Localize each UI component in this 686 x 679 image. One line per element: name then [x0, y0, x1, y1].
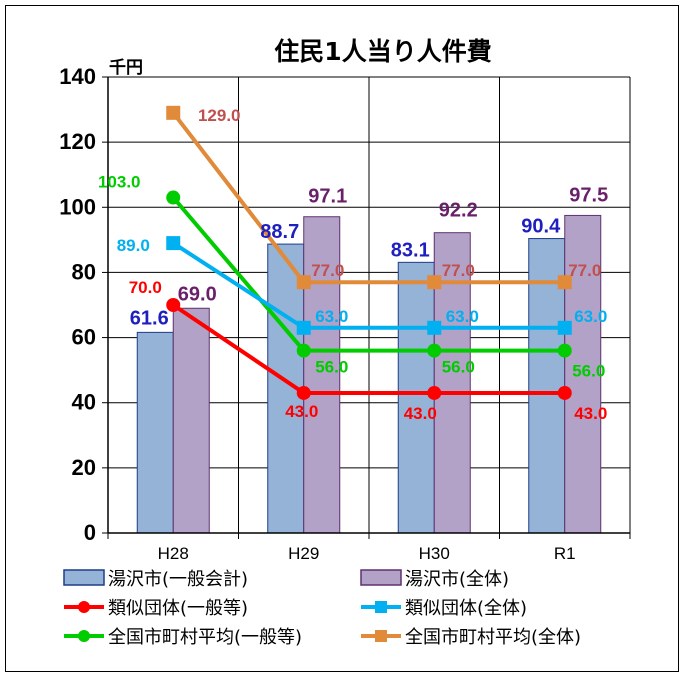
- series-line: [171, 111, 565, 285]
- bar: [564, 214, 602, 534]
- line-marker: [427, 320, 442, 335]
- legend-marker: [375, 601, 387, 613]
- line-marker: [296, 320, 311, 335]
- bar-data-label: 83.1: [391, 239, 430, 261]
- line-data-label: 56.0: [442, 358, 475, 377]
- legend-marker: [78, 630, 90, 642]
- legend-label: 類似団体(一般等): [108, 598, 248, 619]
- legend: 湯沢市(一般会計) 湯沢市(全体) 類似団体(一般等) 類似団体(全体) 全国市町村平均…: [63, 569, 581, 648]
- line-data-label: 56.0: [572, 362, 605, 381]
- x-tick-label: H28: [158, 544, 189, 563]
- line-marker: [166, 190, 181, 205]
- line-data-label: 89.0: [117, 236, 150, 255]
- legend-label: 全国市町村平均(一般等): [108, 627, 302, 648]
- bar-data-label: 69.0: [178, 283, 217, 305]
- line-marker: [427, 385, 442, 400]
- line-data-label: 77.0: [311, 261, 344, 280]
- line-marker: [296, 385, 311, 400]
- line-marker: [427, 343, 442, 358]
- x-tick-label: R1: [554, 544, 576, 563]
- line-data-label: 63.0: [315, 307, 348, 326]
- series-line: [172, 303, 565, 395]
- line-marker: [296, 343, 311, 358]
- line-data-label: 56.0: [315, 358, 348, 377]
- bar: [136, 331, 174, 534]
- line-marker: [296, 275, 311, 290]
- line-data-label: 43.0: [285, 402, 318, 421]
- y-tick-label: 40: [72, 390, 96, 415]
- bar-data-label: 97.1: [308, 186, 347, 208]
- legend-swatch: [360, 569, 402, 586]
- bar: [172, 307, 210, 534]
- bar-data-label: 61.6: [130, 307, 169, 329]
- line-data-label: 77.0: [568, 261, 601, 280]
- series-line: [171, 196, 565, 353]
- line-marker: [166, 105, 181, 120]
- y-tick-label: 140: [59, 64, 96, 89]
- bar-data-label: 88.7: [260, 221, 299, 243]
- legend-marker: [375, 630, 387, 642]
- bar-data-label: 92.2: [439, 200, 478, 222]
- line-data-label: 77.0: [442, 261, 475, 280]
- y-tick-label: 120: [59, 129, 96, 154]
- line-marker: [166, 298, 181, 312]
- bar-data-label: 90.4: [521, 216, 561, 238]
- x-tick-label: H29: [288, 544, 319, 563]
- data-labels: 61.6 88.7 83.1 90.4 69.0 97.1 92.2 97.5 70.0 43.0…: [98, 106, 608, 423]
- axes: 0 20 40 60 80 100 120 140 H28 H29 H30 R1: [59, 64, 631, 563]
- legend-swatch: [63, 569, 105, 586]
- bar: [397, 261, 435, 534]
- chart-title: 住民1人当り人件費: [274, 37, 491, 66]
- line-marker: [557, 320, 572, 335]
- line-data-label: 129.0: [198, 106, 241, 125]
- line-data-label: 70.0: [129, 278, 162, 297]
- line-data-label: 43.0: [574, 404, 607, 423]
- line-data-label: 63.0: [574, 307, 607, 326]
- line-marker: [557, 275, 572, 290]
- line-data-label: 63.0: [446, 307, 479, 326]
- y-tick-label: 100: [59, 194, 96, 219]
- line-data-label: 103.0: [98, 173, 141, 192]
- unit-label: 千円: [109, 58, 143, 78]
- y-tick-label: 0: [84, 520, 96, 545]
- legend-label: 湯沢市(全体): [405, 569, 509, 590]
- line-data-label: 43.0: [404, 404, 437, 423]
- line-series-group: [166, 105, 572, 400]
- legend-label: 全国市町村平均(全体): [405, 627, 581, 648]
- bar-series-group: [136, 214, 602, 534]
- y-tick-label: 60: [72, 325, 96, 350]
- bar: [303, 216, 341, 534]
- y-tick-label: 80: [72, 259, 96, 284]
- legend-label: 湯沢市(一般会計): [108, 569, 248, 590]
- x-tick-label: H30: [419, 544, 450, 563]
- legend-marker: [78, 601, 90, 613]
- y-tick-label: 20: [72, 455, 96, 480]
- series-line: [172, 241, 565, 330]
- line-marker: [166, 236, 181, 251]
- line-marker: [557, 343, 572, 358]
- line-marker: [557, 385, 572, 400]
- bar-data-label: 97.5: [569, 184, 608, 206]
- line-marker: [427, 275, 442, 290]
- legend-label: 類似団体(全体): [405, 598, 527, 619]
